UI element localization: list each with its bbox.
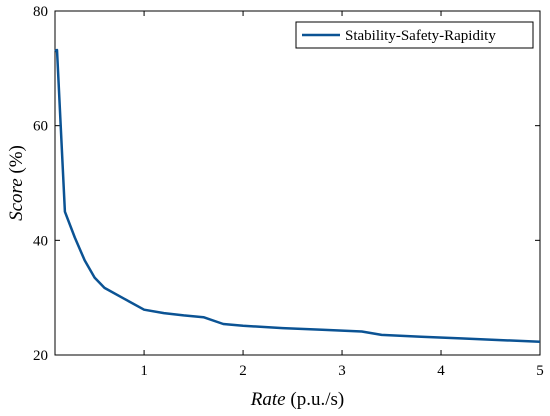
x-tick-label: 5 <box>536 363 544 379</box>
legend-entry-label: Stability-Safety-Rapidity <box>345 28 496 44</box>
y-axis-label: Score (%) <box>6 145 27 221</box>
x-tick-label: 4 <box>437 363 445 379</box>
y-tick-label: 80 <box>33 4 48 20</box>
y-tick-label: 60 <box>33 119 48 135</box>
legend-box <box>295 21 534 49</box>
x-axis-label: Rate (p.u./s) <box>250 389 344 410</box>
x-tick-label: 1 <box>140 363 148 379</box>
plot-frame <box>54 10 541 356</box>
series-line-0 <box>54 48 541 344</box>
legend: Stability-Safety-Rapidity <box>295 21 534 49</box>
y-tick-label: 40 <box>33 233 48 249</box>
y-tick-label: 20 <box>33 348 48 364</box>
x-tick-label: 3 <box>338 363 346 379</box>
x-tick-label: 2 <box>239 363 247 379</box>
